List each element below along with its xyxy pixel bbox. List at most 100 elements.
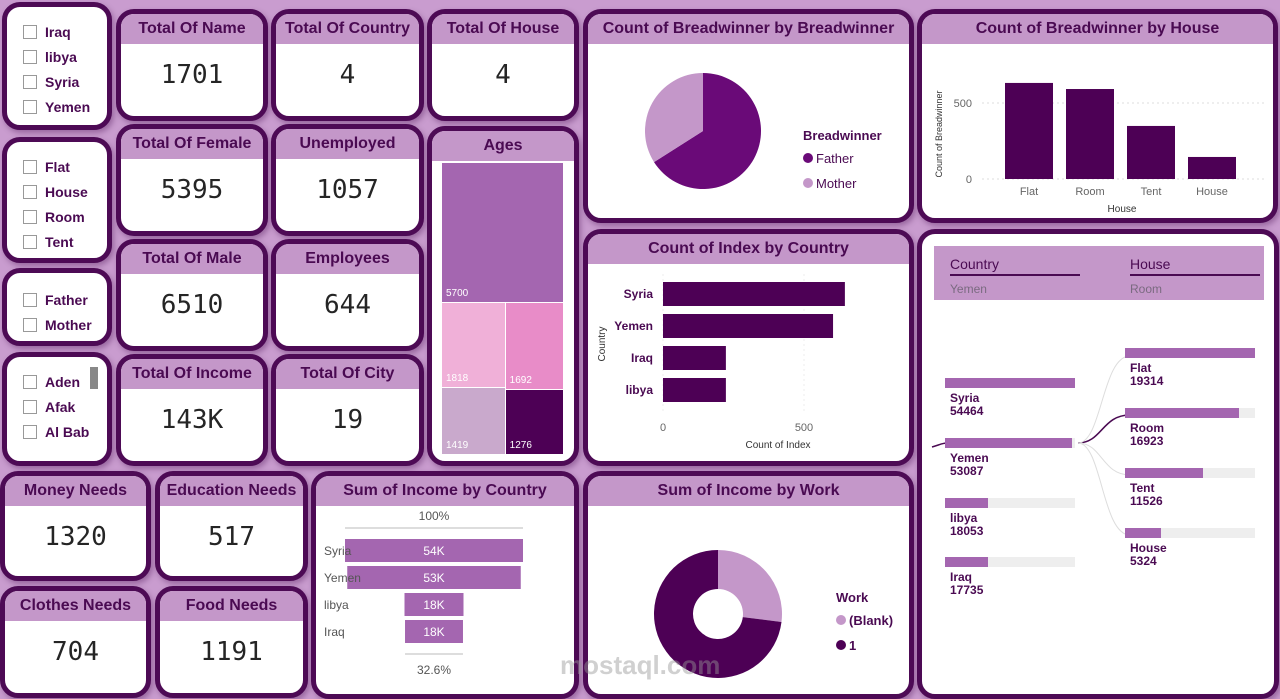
treemap-label: 1419: [446, 439, 469, 451]
checkbox[interactable]: [23, 184, 37, 199]
checkbox[interactable]: [23, 159, 37, 174]
unemployed-card: Unemployed 1057: [271, 124, 424, 236]
slicer-item[interactable]: Al Bab: [23, 419, 107, 444]
slice-blank: [718, 550, 782, 623]
funnel-value: 18K: [423, 625, 444, 639]
treemap-cell[interactable]: 1692: [505, 302, 563, 389]
checkbox[interactable]: [23, 24, 37, 39]
slicer-item[interactable]: Tent: [23, 229, 107, 254]
checkbox[interactable]: [23, 74, 37, 89]
decomp-node[interactable]: Room 16923: [1125, 408, 1255, 448]
decomp-node[interactable]: Syria 54464: [945, 378, 1075, 418]
slicer-item[interactable]: Flat: [23, 154, 107, 179]
x-tick: Flat: [1020, 186, 1038, 198]
money-needs-card: Money Needs 1320: [0, 471, 151, 581]
slicer-item[interactable]: Father: [23, 287, 107, 312]
income-work-card: Sum of Income by Work Work (Blank) 1: [583, 471, 914, 699]
bar-room: [1066, 89, 1114, 179]
breadwinner-slicer: Father Mother: [2, 268, 112, 346]
total-house-card: Total Of House 4: [427, 9, 579, 121]
kpi-title: Total Of City: [276, 359, 419, 389]
decomp-node[interactable]: libya 18053: [945, 498, 1075, 538]
slicer-label: Room: [45, 208, 85, 225]
slicer-label: Yemen: [45, 98, 91, 115]
checkbox[interactable]: [23, 399, 37, 414]
clothes-needs-card: Clothes Needs 704: [0, 586, 151, 698]
checkbox[interactable]: [23, 99, 37, 114]
kpi-title: Total Of Female: [121, 129, 263, 159]
checkbox[interactable]: [23, 374, 37, 389]
node-name: Yemen: [950, 451, 989, 465]
decomp-node[interactable]: House 5324: [1125, 528, 1255, 568]
funnel-category: Syria: [324, 544, 352, 558]
kpi-value: 517: [208, 522, 255, 552]
slicer-item[interactable]: Aden: [23, 369, 107, 394]
bar-yemen: [663, 314, 834, 338]
y-tick: Iraq: [631, 351, 653, 365]
decomp-node[interactable]: Tent 11526: [1125, 468, 1255, 508]
slicer-label: Iraq: [45, 23, 71, 40]
slicer-item[interactable]: Room: [23, 204, 107, 229]
kpi-title: Total Of House: [432, 14, 574, 44]
kpi-title: Education Needs: [160, 476, 303, 506]
legend-marker: [803, 153, 813, 163]
kpi-value: 1320: [44, 522, 107, 552]
checkbox[interactable]: [23, 292, 37, 307]
chart-title: Sum of Income by Country: [316, 476, 574, 506]
decomp-col-country[interactable]: Country: [950, 256, 1080, 276]
kpi-value: 19: [331, 405, 364, 435]
slicer-item[interactable]: Iraq: [23, 19, 107, 44]
chart-title: Ages: [432, 131, 574, 161]
checkbox[interactable]: [23, 234, 37, 249]
country-slicer: Iraq libya Syria Yemen: [2, 2, 112, 130]
legend-marker: [803, 178, 813, 188]
checkbox[interactable]: [23, 424, 37, 439]
funnel-value: 18K: [423, 598, 444, 612]
decomp-node[interactable]: Flat 19314: [1125, 348, 1255, 388]
total-female-card: Total Of Female 5395: [116, 124, 268, 236]
node-value: 11526: [1130, 494, 1163, 508]
checkbox[interactable]: [23, 209, 37, 224]
kpi-value: 704: [52, 637, 99, 667]
decomp-col-house[interactable]: House: [1130, 256, 1260, 276]
decomp-node[interactable]: Iraq 17735: [945, 557, 1075, 597]
funnel-value: 53K: [423, 571, 444, 585]
total-name-card: Total Of Name 1701: [116, 9, 268, 121]
kpi-value: 5395: [160, 175, 224, 205]
treemap-cell[interactable]: 1419: [442, 388, 505, 454]
breadwinner-pie-chart: Breadwinner Father Mother: [645, 73, 882, 191]
legend-item: Mother: [816, 176, 857, 191]
x-tick: Room: [1075, 186, 1104, 198]
node-value: 17735: [950, 583, 984, 597]
treemap-cell[interactable]: 5700: [442, 163, 563, 302]
slicer-item[interactable]: Mother: [23, 312, 107, 337]
slicer-label: Afak: [45, 398, 76, 415]
slicer-item[interactable]: House: [23, 179, 107, 204]
treemap-label: 1818: [446, 373, 469, 385]
legend-marker: [836, 615, 846, 625]
slicer-item[interactable]: Yemen: [23, 94, 107, 119]
scrollbar[interactable]: [90, 367, 98, 389]
checkbox[interactable]: [23, 49, 37, 64]
slicer-label: Syria: [45, 73, 80, 90]
funnel-top-pct: 100%: [419, 509, 450, 523]
node-bar: [1125, 468, 1255, 478]
funnel-bar-iraq: [405, 620, 463, 643]
slicer-item[interactable]: Syria: [23, 69, 107, 94]
y-tick: libya: [626, 383, 654, 397]
total-income-card: Total Of Income 143K: [116, 354, 268, 466]
slicer-item[interactable]: Afak: [23, 394, 107, 419]
income-country-funnel: 100% 54K Syria 53K Yemen 18K libya 18K Iraq 32.6%: [324, 509, 523, 677]
breadwinner-house-card: Count of Breadwinner by House 0 500 Flat Ro…: [917, 9, 1278, 223]
slicer-item[interactable]: libya: [23, 44, 107, 69]
slice-mother: [645, 73, 703, 163]
treemap-cell[interactable]: 1818: [442, 302, 505, 388]
decomp-node[interactable]: Yemen 53087: [945, 438, 1075, 478]
treemap-cell[interactable]: 1276: [505, 389, 563, 454]
checkbox[interactable]: [23, 317, 37, 332]
kpi-title: Unemployed: [276, 129, 419, 159]
income-work-donut: Work (Blank) 1: [654, 550, 893, 678]
node-value: 5324: [1130, 554, 1157, 568]
kpi-title: Clothes Needs: [5, 591, 146, 621]
funnel-bar-yemen: [347, 566, 521, 589]
